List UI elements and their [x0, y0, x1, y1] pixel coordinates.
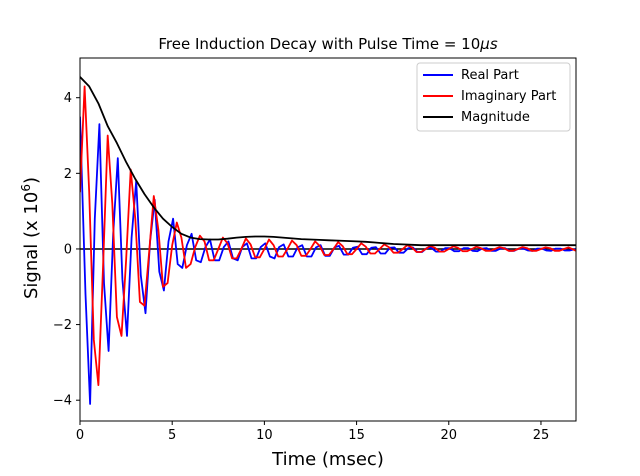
x-tick-label: 15 [348, 428, 365, 443]
legend-label-magnitude: Magnitude [461, 110, 530, 125]
x-tick-label: 10 [256, 428, 273, 443]
y-axis-label: Signal (x 106) [19, 177, 42, 299]
chart-title: Free Induction Decay with Pulse Time = 1… [158, 35, 497, 53]
y-tick-label: −2 [53, 318, 72, 333]
x-tick-label: 0 [76, 428, 84, 443]
legend: Real Part Imaginary Part Magnitude [416, 62, 571, 132]
series-layer [80, 76, 576, 405]
legend-frame [416, 62, 571, 132]
y-tick-label: 0 [64, 242, 72, 257]
x-axis-label: Time (msec) [271, 449, 384, 470]
y-tick-label: 2 [64, 167, 72, 182]
legend-label-real-part: Real Part [461, 68, 519, 83]
x-tick-label: 20 [440, 428, 457, 443]
plot-frame [79, 57, 577, 422]
legend-label-imaginary-part: Imaginary Part [461, 89, 556, 104]
series-line-imaginary-part [80, 85, 576, 387]
x-tick-label: 5 [168, 428, 176, 443]
x-tick-label: 25 [533, 428, 550, 443]
y-tick-label: −4 [53, 394, 72, 409]
axes-layer: 0 5 10 15 20 25 −4 −2 0 2 4 [53, 57, 577, 443]
y-tick-label: 4 [64, 91, 72, 106]
series-line-magnitude [80, 76, 576, 247]
series-line-real-part [80, 116, 576, 405]
